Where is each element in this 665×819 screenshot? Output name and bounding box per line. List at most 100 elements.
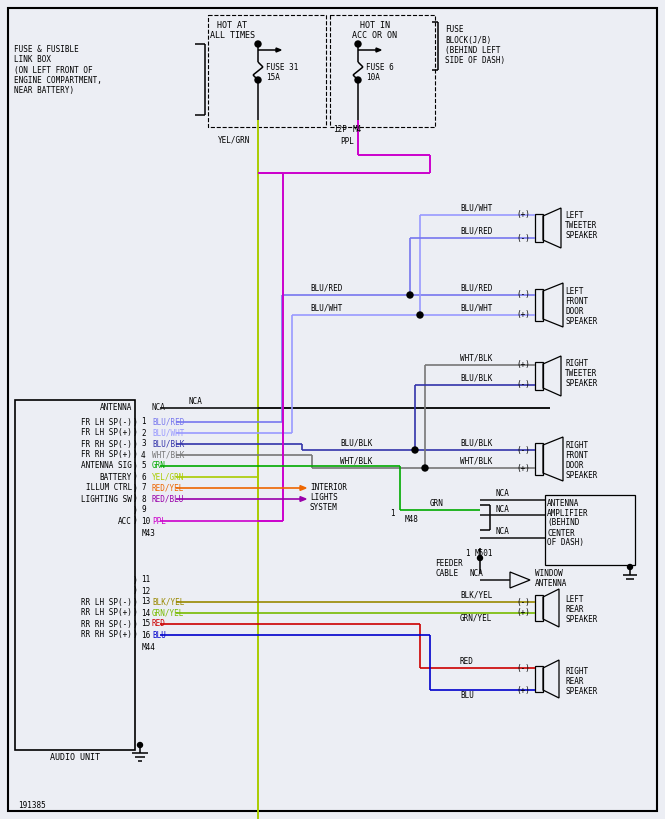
Text: FR RH SP(-): FR RH SP(-) — [81, 440, 132, 449]
Text: ACC OR ON: ACC OR ON — [352, 30, 398, 39]
Text: ): ) — [133, 576, 138, 585]
Text: RR RH SP(+): RR RH SP(+) — [81, 631, 132, 640]
Text: 191385: 191385 — [18, 802, 46, 811]
Text: YEL/GRN: YEL/GRN — [152, 473, 184, 482]
Text: (+): (+) — [516, 210, 530, 219]
Text: LIGHTS: LIGHTS — [310, 494, 338, 503]
Text: LIGHTING SW: LIGHTING SW — [81, 495, 132, 504]
Text: 9: 9 — [141, 505, 146, 514]
Text: RIGHT: RIGHT — [565, 441, 588, 450]
Text: SPEAKER: SPEAKER — [565, 316, 597, 325]
Text: REAR: REAR — [565, 676, 583, 686]
Text: LEFT: LEFT — [565, 595, 583, 604]
Text: OF DASH): OF DASH) — [547, 539, 584, 547]
Circle shape — [355, 41, 361, 47]
Text: FR LH SP(+): FR LH SP(+) — [81, 428, 132, 437]
Text: 10A: 10A — [366, 73, 380, 82]
Text: WHT/BLK: WHT/BLK — [152, 450, 184, 459]
Circle shape — [422, 465, 428, 471]
Text: RR LH SP(+): RR LH SP(+) — [81, 609, 132, 618]
Text: (+): (+) — [516, 686, 530, 695]
Text: CENTER: CENTER — [547, 528, 575, 537]
Text: PPL: PPL — [340, 138, 354, 147]
Text: FUSE 6: FUSE 6 — [366, 62, 394, 71]
Text: FRONT: FRONT — [565, 296, 588, 305]
Text: FUSE: FUSE — [445, 25, 464, 34]
Text: (-): (-) — [516, 381, 530, 390]
Text: RED: RED — [152, 619, 166, 628]
Text: RED/YEL: RED/YEL — [152, 483, 184, 492]
Text: ): ) — [133, 495, 138, 504]
Text: M501: M501 — [475, 549, 493, 558]
Bar — [208, 15, 326, 127]
Bar — [535, 362, 543, 390]
Text: WINDOW: WINDOW — [535, 569, 563, 578]
Polygon shape — [300, 496, 306, 501]
Text: ): ) — [133, 428, 138, 437]
Text: ): ) — [133, 450, 138, 459]
Text: ACC: ACC — [118, 517, 132, 526]
Text: LEFT: LEFT — [565, 287, 583, 296]
Text: 7: 7 — [141, 483, 146, 492]
Text: BLU/BLK: BLU/BLK — [460, 373, 492, 382]
Text: (+): (+) — [516, 609, 530, 618]
Text: WHT/BLK: WHT/BLK — [340, 456, 372, 465]
Text: 3: 3 — [141, 440, 146, 449]
Bar — [535, 595, 543, 621]
Text: ): ) — [133, 631, 138, 640]
Text: M4: M4 — [353, 125, 362, 134]
Text: 12P: 12P — [333, 125, 347, 134]
Text: (-): (-) — [516, 291, 530, 300]
Text: BATTERY: BATTERY — [100, 473, 132, 482]
Text: 2: 2 — [141, 428, 146, 437]
Text: DOOR: DOOR — [565, 306, 583, 315]
Text: (+): (+) — [516, 464, 530, 473]
Text: NCA: NCA — [188, 397, 202, 406]
Text: SPEAKER: SPEAKER — [565, 232, 597, 241]
Text: 1: 1 — [390, 509, 395, 518]
Text: LINK BOX: LINK BOX — [14, 56, 51, 65]
Text: HOT AT: HOT AT — [217, 20, 247, 29]
Text: FUSE 31: FUSE 31 — [266, 62, 299, 71]
Text: WHT/BLK: WHT/BLK — [460, 456, 492, 465]
Bar — [535, 289, 543, 321]
Polygon shape — [376, 48, 381, 52]
Text: FEEDER: FEEDER — [435, 559, 463, 568]
Text: 15A: 15A — [266, 73, 280, 82]
Text: RR LH SP(-): RR LH SP(-) — [81, 598, 132, 607]
Text: FRONT: FRONT — [565, 450, 588, 459]
Text: BLU/BLK: BLU/BLK — [460, 438, 492, 447]
Text: AMPLIFIER: AMPLIFIER — [547, 509, 589, 518]
Text: AUDIO UNIT: AUDIO UNIT — [50, 753, 100, 762]
Text: BLU/RED: BLU/RED — [152, 418, 184, 427]
Text: 10: 10 — [141, 517, 150, 526]
Text: RR RH SP(-): RR RH SP(-) — [81, 619, 132, 628]
Text: BLK/YEL: BLK/YEL — [152, 598, 184, 607]
Polygon shape — [300, 486, 306, 491]
Text: BLOCK(J/B): BLOCK(J/B) — [445, 35, 491, 44]
Text: BLU/WHT: BLU/WHT — [460, 304, 492, 313]
Text: WHT/BLK: WHT/BLK — [460, 354, 492, 363]
Text: REAR: REAR — [565, 605, 583, 614]
Text: (-): (-) — [516, 663, 530, 672]
Text: LEFT: LEFT — [565, 211, 583, 220]
Text: BLU: BLU — [460, 690, 474, 699]
Text: ANTENNA: ANTENNA — [547, 499, 579, 508]
Text: RED: RED — [460, 657, 474, 666]
Text: BLU/WHT: BLU/WHT — [460, 203, 492, 212]
Text: CABLE: CABLE — [435, 568, 458, 577]
Bar — [535, 443, 543, 475]
Text: 1: 1 — [141, 418, 146, 427]
Text: 4: 4 — [141, 450, 146, 459]
Text: (BEHIND LEFT: (BEHIND LEFT — [445, 46, 501, 55]
Circle shape — [412, 447, 418, 453]
Text: NCA: NCA — [152, 404, 166, 413]
Text: BLU: BLU — [152, 631, 166, 640]
Text: RIGHT: RIGHT — [565, 667, 588, 676]
Bar — [545, 495, 635, 565]
Text: SIDE OF DASH): SIDE OF DASH) — [445, 56, 505, 65]
Circle shape — [255, 77, 261, 83]
Text: ): ) — [133, 609, 138, 618]
Text: ): ) — [133, 619, 138, 628]
Text: ): ) — [133, 418, 138, 427]
